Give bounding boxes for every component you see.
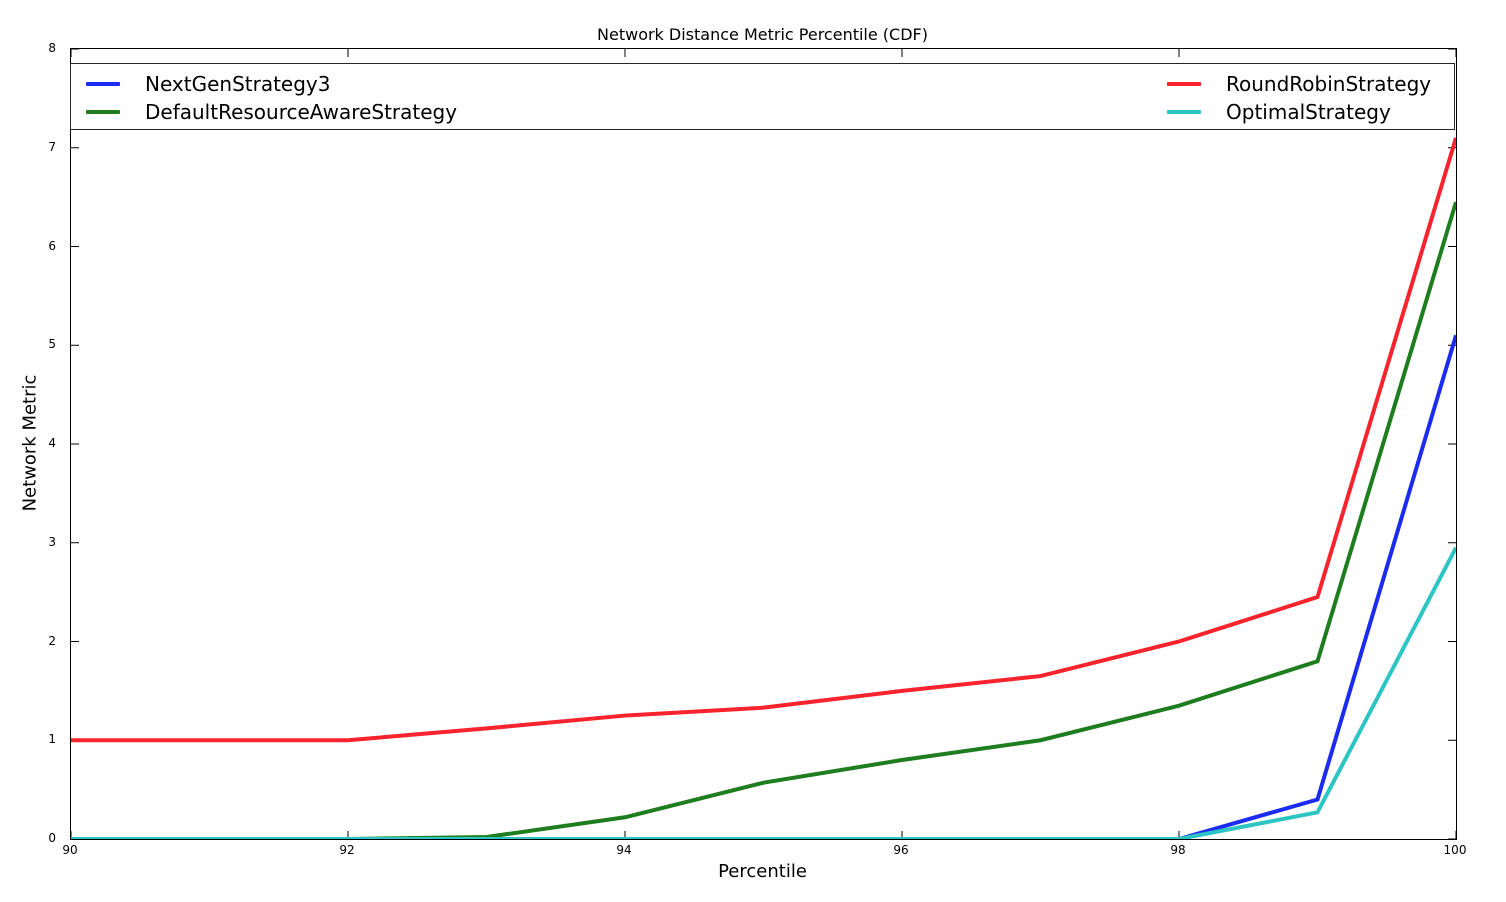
legend-label: NextGenStrategy3	[145, 72, 331, 96]
y-tick-label: 2	[48, 633, 56, 648]
legend-line-sample-green	[86, 110, 120, 114]
legend-item-optimalstrategy: OptimalStrategy	[1167, 98, 1431, 126]
legend-line-sample-red	[1167, 82, 1201, 86]
legend-item-defaultresourceawarestrategy: DefaultResourceAwareStrategy	[86, 98, 457, 126]
y-tick-label: 3	[48, 534, 56, 549]
x-tick-label: 90	[62, 843, 78, 857]
chart-title: Network Distance Metric Percentile (CDF)	[597, 25, 928, 44]
legend-line-sample-cyan	[1167, 110, 1201, 114]
y-tick-label: 6	[48, 238, 56, 253]
y-tick-label: 8	[48, 41, 56, 55]
legend-label: RoundRobinStrategy	[1226, 72, 1432, 96]
x-tick-label: 96	[893, 843, 909, 857]
x-tick-label: 98	[1170, 843, 1186, 857]
legend: NextGenStrategy3 DefaultResourceAwareStr…	[70, 63, 1455, 130]
y-tick-label: 7	[48, 139, 56, 154]
line-NextGenStrategy3	[71, 334, 1456, 839]
y-tick-label: 1	[48, 732, 56, 747]
line-OptimalStrategy	[71, 546, 1456, 839]
y-tick-label: 5	[48, 337, 56, 352]
legend-column-right: RoundRobinStrategy OptimalStrategy	[1167, 70, 1431, 126]
legend-label: OptimalStrategy	[1226, 100, 1391, 124]
plot-lines-svg	[71, 49, 1456, 839]
x-tick-label: 94	[616, 843, 632, 857]
x-axis-tick-labels: 90 92 94 96 98 100	[62, 843, 1466, 859]
x-tick-label: 92	[339, 843, 355, 857]
line-RoundRobinStrategy	[71, 137, 1456, 743]
y-axis-label: Network Metric	[19, 374, 41, 512]
line-DefaultResourceAwareStrategy	[71, 201, 1456, 839]
x-tick-label: 100	[1443, 843, 1467, 857]
legend-line-sample-blue	[86, 82, 120, 86]
y-axis-tick-labels: 0 1 2 3 4 5 6 7 8	[0, 41, 63, 845]
legend-item-roundrobinstrategy: RoundRobinStrategy	[1167, 70, 1431, 98]
legend-item-nextgenstrategy3: NextGenStrategy3	[86, 70, 457, 98]
x-axis-label: Percentile	[718, 861, 807, 882]
plot-area	[70, 48, 1457, 840]
legend-label: DefaultResourceAwareStrategy	[145, 100, 458, 124]
y-tick-label: 4	[48, 436, 56, 450]
legend-column-left: NextGenStrategy3 DefaultResourceAwareStr…	[86, 70, 457, 126]
y-tick-label: 0	[48, 831, 56, 845]
